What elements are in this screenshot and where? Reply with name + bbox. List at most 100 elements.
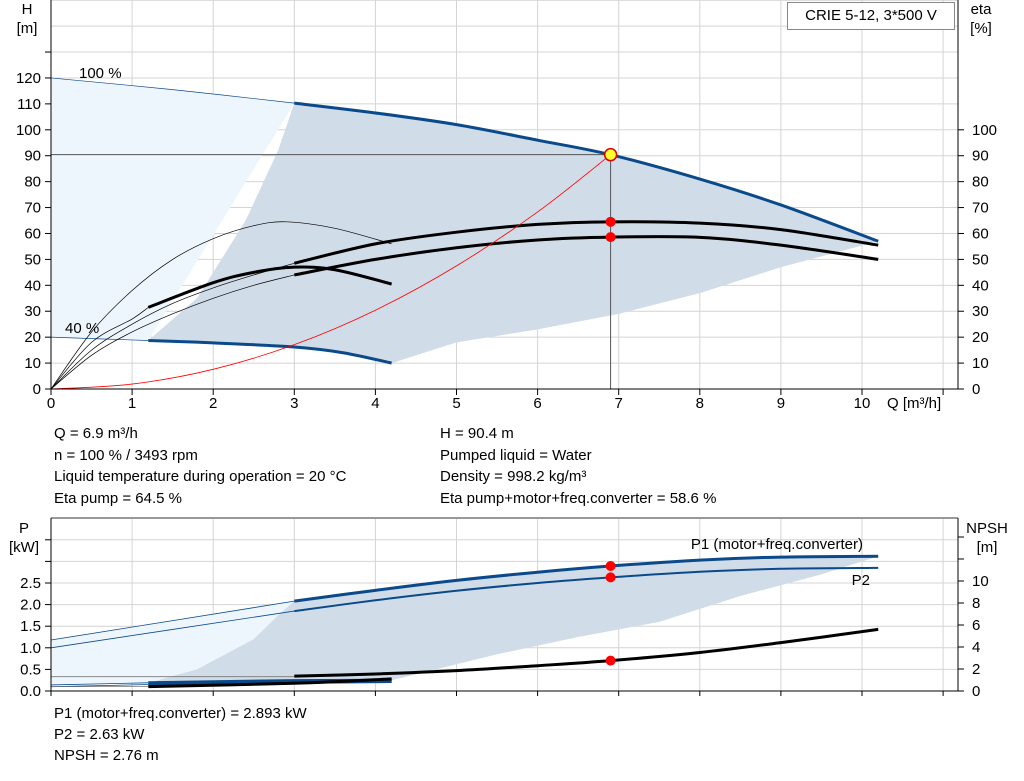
npsh-tick-label: 6 — [972, 617, 980, 634]
curve-eta-total-40-thin — [50, 307, 149, 390]
x-axis-label: Q [m³/h] — [887, 395, 941, 412]
p-tick-label: 2.0 — [20, 597, 41, 614]
readout-p2: P2 = 2.63 kW — [54, 726, 145, 743]
y2-tick-label: 30 — [972, 303, 989, 320]
power-marker — [605, 572, 616, 583]
curve-eta-total-100-thin — [50, 274, 295, 390]
pump-title-box: CRIE 5-12, 3*500 V — [787, 2, 955, 30]
y-tick-label: 80 — [24, 174, 41, 191]
x-tick-label: 0 — [47, 395, 55, 412]
p-tick-label: 0.5 — [20, 661, 41, 678]
x-tick-label: 5 — [452, 395, 460, 412]
y-tick-label: 90 — [24, 148, 41, 165]
y2-tick-label: 10 — [972, 355, 989, 372]
readout-eta-total: Eta pump+motor+freq.converter = 58.6 % — [440, 489, 717, 507]
shade-light-region — [51, 601, 295, 685]
curve-P1-40-thin — [50, 682, 149, 686]
npsh-tick-label: 4 — [972, 639, 980, 656]
shade-operating-region — [148, 103, 879, 364]
power-marker — [605, 655, 616, 666]
curve-P1-100 — [294, 554, 879, 603]
y2-tick-label: 20 — [972, 329, 989, 346]
npsh-tick-label: 8 — [972, 595, 980, 612]
curve-eta-pump-100-thin — [50, 262, 295, 390]
y-tick-label: 100 — [16, 122, 41, 139]
curve-NPSH-40 — [148, 677, 392, 689]
y-tick-label: 10 — [24, 355, 41, 372]
p-tick-label: 0.0 — [20, 683, 41, 700]
y-tick-label: 20 — [24, 329, 41, 346]
x-tick-label: 9 — [777, 395, 785, 412]
readout-flow: Q = 6.9 m³/h — [54, 425, 138, 442]
y2-tick-label: 80 — [972, 174, 989, 191]
eta-marker — [605, 232, 616, 243]
y2-axis-label: eta — [971, 1, 993, 18]
readout-npsh: NPSH = 2.76 m — [54, 747, 159, 764]
curve-H-100 — [294, 101, 879, 243]
x-tick-label: 10 — [854, 395, 871, 412]
y2-tick-label: 90 — [972, 148, 989, 165]
y-axis-unit: [m] — [17, 20, 38, 37]
eta-marker — [605, 216, 616, 227]
npsh-axis-unit: [m] — [977, 539, 998, 556]
curve-H-40 — [148, 339, 392, 365]
x-tick-label: 3 — [290, 395, 298, 412]
readout-temperature: Liquid temperature during operation = 20… — [54, 468, 347, 485]
p-tick-label: 1.0 — [20, 640, 41, 657]
y-tick-label: 120 — [16, 70, 41, 87]
shade-operating-region — [148, 556, 879, 683]
readout-head: H = 90.4 m — [440, 425, 514, 442]
x-tick-label: 6 — [533, 395, 541, 412]
curve-system-curve-thin — [50, 154, 611, 390]
readout-bottom: P1 (motor+freq.converter) = 2.893 kW P2 … — [54, 703, 307, 766]
label-p2: P2 — [852, 572, 870, 589]
y-tick-label: 70 — [24, 200, 41, 217]
readout-liquid: Pumped liquid = Water — [440, 446, 592, 464]
x-tick-label: 1 — [128, 395, 136, 412]
y2-tick-label: 0 — [972, 381, 980, 398]
p-tick-label: 2.5 — [20, 575, 41, 592]
curve-H-40-thin — [50, 336, 149, 341]
y-tick-label: 60 — [24, 225, 41, 242]
curve-P1-100-thin — [50, 600, 295, 641]
curve-eta-total-100 — [294, 235, 879, 277]
shade-light-region — [51, 77, 295, 341]
curve-eta-total-40 — [147, 265, 392, 309]
y-axis-label: H — [22, 1, 33, 18]
curve-H-100-thin — [50, 77, 295, 104]
readout-density: Density = 998.2 kg/m³ — [440, 468, 587, 485]
readout-speed: n = 100 % / 3493 rpm — [54, 446, 198, 464]
npsh-tick-label: 2 — [972, 661, 980, 678]
y2-axis-unit: [%] — [970, 20, 992, 37]
y-tick-label: 110 — [17, 96, 41, 113]
operating-point-marker — [603, 147, 618, 162]
p-tick-label: 1.5 — [20, 618, 41, 635]
x-tick-label: 4 — [371, 395, 379, 412]
power-marker — [605, 561, 616, 572]
readout-top-left: Q = 6.9 m³/h n = 100 % / 3493 rpm Liquid… — [54, 423, 346, 509]
x-tick-label: 2 — [209, 395, 217, 412]
p-axis-unit: [kW] — [9, 539, 39, 556]
curve-NPSH-100 — [294, 627, 879, 678]
y2-tick-label: 100 — [972, 122, 997, 139]
p-axis-label: P — [19, 520, 29, 537]
curve-eta-pump-100 — [293, 220, 879, 265]
x-tick-label: 8 — [696, 395, 704, 412]
curve-P2-100 — [294, 566, 879, 613]
npsh-axis-label: NPSH — [966, 520, 1008, 537]
curve-eta-pump-40-thin — [50, 221, 392, 390]
npsh-tick-label: 10 — [972, 573, 989, 590]
y2-tick-label: 70 — [972, 200, 989, 217]
label-40-percent: 40 % — [65, 320, 99, 337]
label-p1: P1 (motor+freq.converter) — [691, 536, 863, 553]
readout-eta-pump: Eta pump = 64.5 % — [54, 489, 182, 507]
y2-tick-label: 50 — [972, 251, 989, 268]
y-tick-label: 40 — [24, 277, 41, 294]
y2-tick-label: 40 — [972, 277, 989, 294]
readout-top-right: H = 90.4 m Pumped liquid = Water Density… — [440, 423, 716, 509]
readout-p1: P1 (motor+freq.converter) = 2.893 kW — [54, 705, 307, 722]
y-tick-label: 30 — [24, 303, 41, 320]
curve-P2-100-thin — [50, 610, 295, 649]
